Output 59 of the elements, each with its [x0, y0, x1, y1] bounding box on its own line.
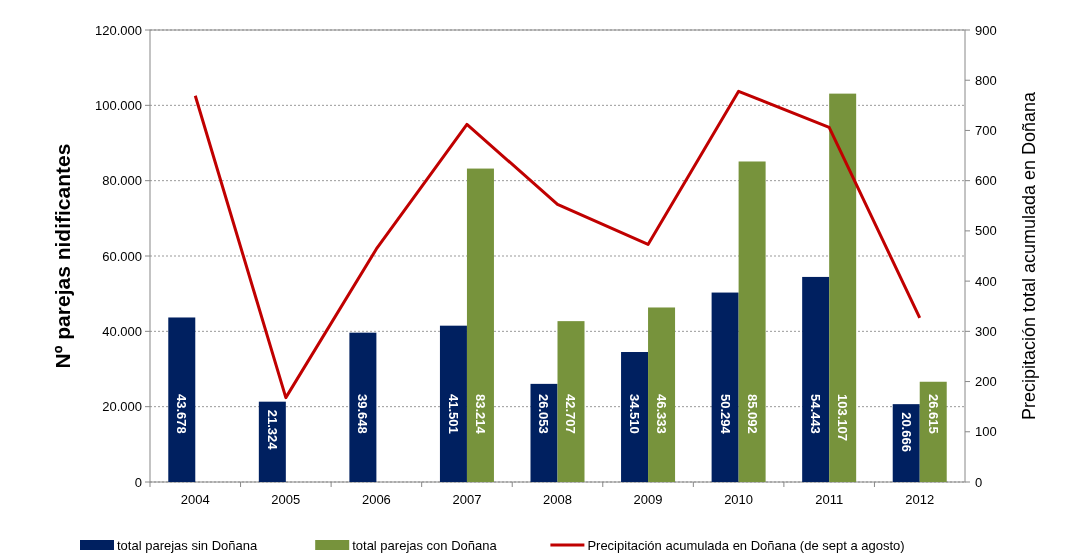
bar [919, 381, 947, 482]
data-label: 26.053 [536, 394, 552, 434]
legend-label: Precipitación acumulada en Doñana (de sept a agosto) [587, 537, 905, 553]
data-label: 43.678 [174, 394, 190, 434]
x-tick-label: 2011 [815, 492, 844, 507]
data-label: 83.214 [472, 394, 488, 435]
data-label: 50.294 [717, 394, 733, 435]
bar [711, 292, 739, 482]
y-tick-label: 20.000 [102, 399, 142, 415]
data-label: 26.615 [925, 394, 941, 434]
y2-tick-label: 800 [975, 72, 997, 88]
x-tick-label: 2008 [543, 492, 572, 507]
data-label: 42.707 [563, 394, 579, 434]
y2-tick-label: 400 [975, 273, 997, 289]
y-tick-label: 60.000 [102, 248, 142, 264]
bar [557, 321, 585, 482]
bar [349, 332, 377, 482]
x-tick-label: 2007 [452, 492, 482, 507]
bar [530, 383, 558, 482]
y-tick-label: 0 [134, 474, 142, 490]
x-tick-label: 2005 [271, 492, 301, 507]
data-label: 103.107 [835, 394, 851, 441]
y2-tick-label: 300 [975, 323, 997, 339]
data-label: 85.092 [744, 394, 760, 434]
data-label: 34.510 [627, 394, 643, 434]
bar [648, 307, 676, 482]
y2-tick-label: 200 [975, 374, 997, 390]
data-label: 21.324 [264, 409, 280, 451]
bar [802, 276, 830, 482]
y-tick-label: 80.000 [102, 173, 142, 189]
x-tick-label: 2009 [633, 492, 663, 507]
bar [168, 317, 196, 482]
bar [738, 161, 766, 482]
legend-label: total parejas sin Doñana [117, 537, 258, 553]
y2-tick-label: 900 [975, 22, 997, 38]
x-tick-label: 2010 [724, 492, 754, 507]
bar [621, 352, 649, 482]
x-tick-label: 2012 [905, 492, 935, 507]
data-label: 46.333 [654, 394, 670, 434]
x-tick-label: 2004 [180, 492, 210, 507]
data-label: 41.501 [445, 394, 461, 434]
data-label: 39.648 [355, 394, 371, 434]
y2-tick-label: 100 [975, 424, 997, 440]
y-tick-label: 40.000 [102, 323, 142, 339]
y-tick-label: 100.000 [95, 97, 142, 113]
y2-tick-label: 0 [975, 474, 983, 490]
data-label: 20.666 [898, 412, 914, 452]
y-tick-label: 120.000 [95, 22, 142, 38]
bar [466, 168, 494, 482]
y-axis-title: Nº parejas nidificantes [51, 143, 74, 369]
bar [439, 325, 467, 482]
y2-tick-label: 500 [975, 223, 997, 239]
legend-label: total parejas con Doñana [352, 537, 498, 553]
y2-tick-label: 700 [975, 122, 997, 138]
x-tick-label: 2006 [361, 492, 391, 507]
data-label: 54.443 [808, 394, 824, 434]
y2-axis-title: Precipitación total acumulada en Doñana [1019, 90, 1039, 421]
bar [829, 93, 857, 482]
y2-tick-label: 600 [975, 173, 997, 189]
